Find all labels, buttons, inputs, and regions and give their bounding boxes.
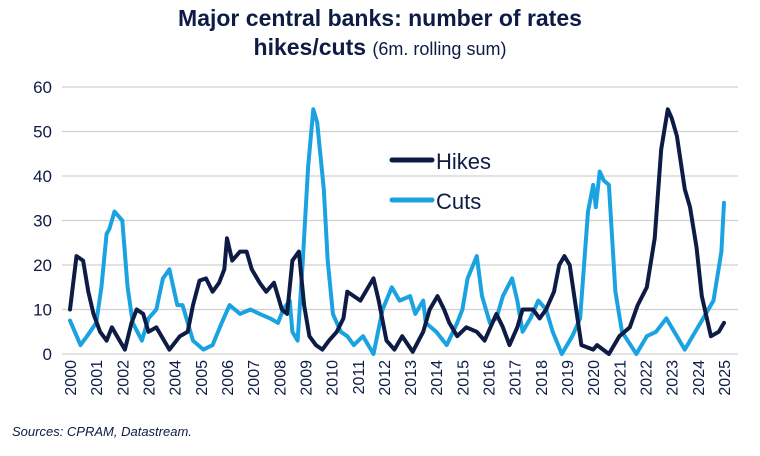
x-tick-label: 2019 bbox=[560, 360, 577, 396]
y-axis: 0 10 20 30 40 50 60 bbox=[33, 78, 52, 364]
y-tick-label: 50 bbox=[33, 123, 52, 142]
x-tick-label: 2011 bbox=[351, 360, 368, 395]
x-tick-label: 2017 bbox=[508, 360, 525, 396]
legend-label-hikes: Hikes bbox=[436, 149, 491, 174]
x-tick-label: 2009 bbox=[298, 360, 315, 396]
title-line-2: hikes/cuts (6m. rolling sum) bbox=[0, 33, 760, 64]
series-line-cuts bbox=[68, 107, 726, 356]
series-line-hikes bbox=[68, 107, 726, 356]
source-note: Sources: CPRAM, Datastream. bbox=[12, 424, 192, 439]
gridlines bbox=[62, 86, 738, 355]
title-subtitle: (6m. rolling sum) bbox=[372, 39, 507, 59]
x-tick-label: 2024 bbox=[691, 360, 708, 396]
y-tick-label: 20 bbox=[33, 256, 52, 275]
x-tick-label: 2025 bbox=[717, 360, 734, 396]
x-tick-label: 2006 bbox=[220, 360, 237, 396]
legend-label-cuts: Cuts bbox=[436, 189, 481, 214]
x-tick-label: 2010 bbox=[325, 360, 342, 396]
x-tick-label: 2007 bbox=[246, 360, 263, 396]
x-tick-label: 2005 bbox=[194, 360, 211, 396]
x-tick-label: 2001 bbox=[89, 360, 106, 396]
x-tick-label: 2013 bbox=[403, 360, 420, 396]
title-line-1: Major central banks: number of rates bbox=[178, 5, 582, 31]
x-tick-label: 2014 bbox=[429, 360, 446, 396]
x-tick-label: 2000 bbox=[63, 360, 80, 396]
x-axis: 2000 2001 2002 2003 2004 2005 2006 2007 2008 2009… bbox=[63, 360, 734, 396]
x-tick-label: 2020 bbox=[586, 360, 603, 396]
x-tick-label: 2002 bbox=[115, 360, 132, 396]
y-tick-label: 30 bbox=[33, 212, 52, 231]
title-bold: hikes/cuts bbox=[253, 34, 367, 60]
x-tick-label: 2004 bbox=[168, 360, 185, 396]
x-tick-label: 2012 bbox=[377, 360, 394, 396]
x-tick-label: 2003 bbox=[141, 360, 158, 396]
y-tick-label: 60 bbox=[33, 78, 52, 97]
x-tick-label: 2015 bbox=[455, 360, 472, 396]
x-tick-label: 2022 bbox=[639, 360, 656, 396]
y-tick-label: 0 bbox=[43, 345, 52, 364]
x-tick-label: 2016 bbox=[482, 360, 499, 396]
x-tick-label: 2021 bbox=[612, 360, 629, 396]
x-tick-label: 2008 bbox=[272, 360, 289, 396]
series-lines bbox=[68, 107, 726, 356]
chart-title: Major central banks: number of rates hik… bbox=[0, 4, 760, 64]
x-tick-label: 2018 bbox=[534, 360, 551, 396]
y-tick-label: 40 bbox=[33, 167, 52, 186]
y-tick-label: 10 bbox=[33, 301, 52, 320]
legend: Hikes Cuts bbox=[389, 149, 491, 214]
x-tick-label: 2023 bbox=[665, 360, 682, 396]
